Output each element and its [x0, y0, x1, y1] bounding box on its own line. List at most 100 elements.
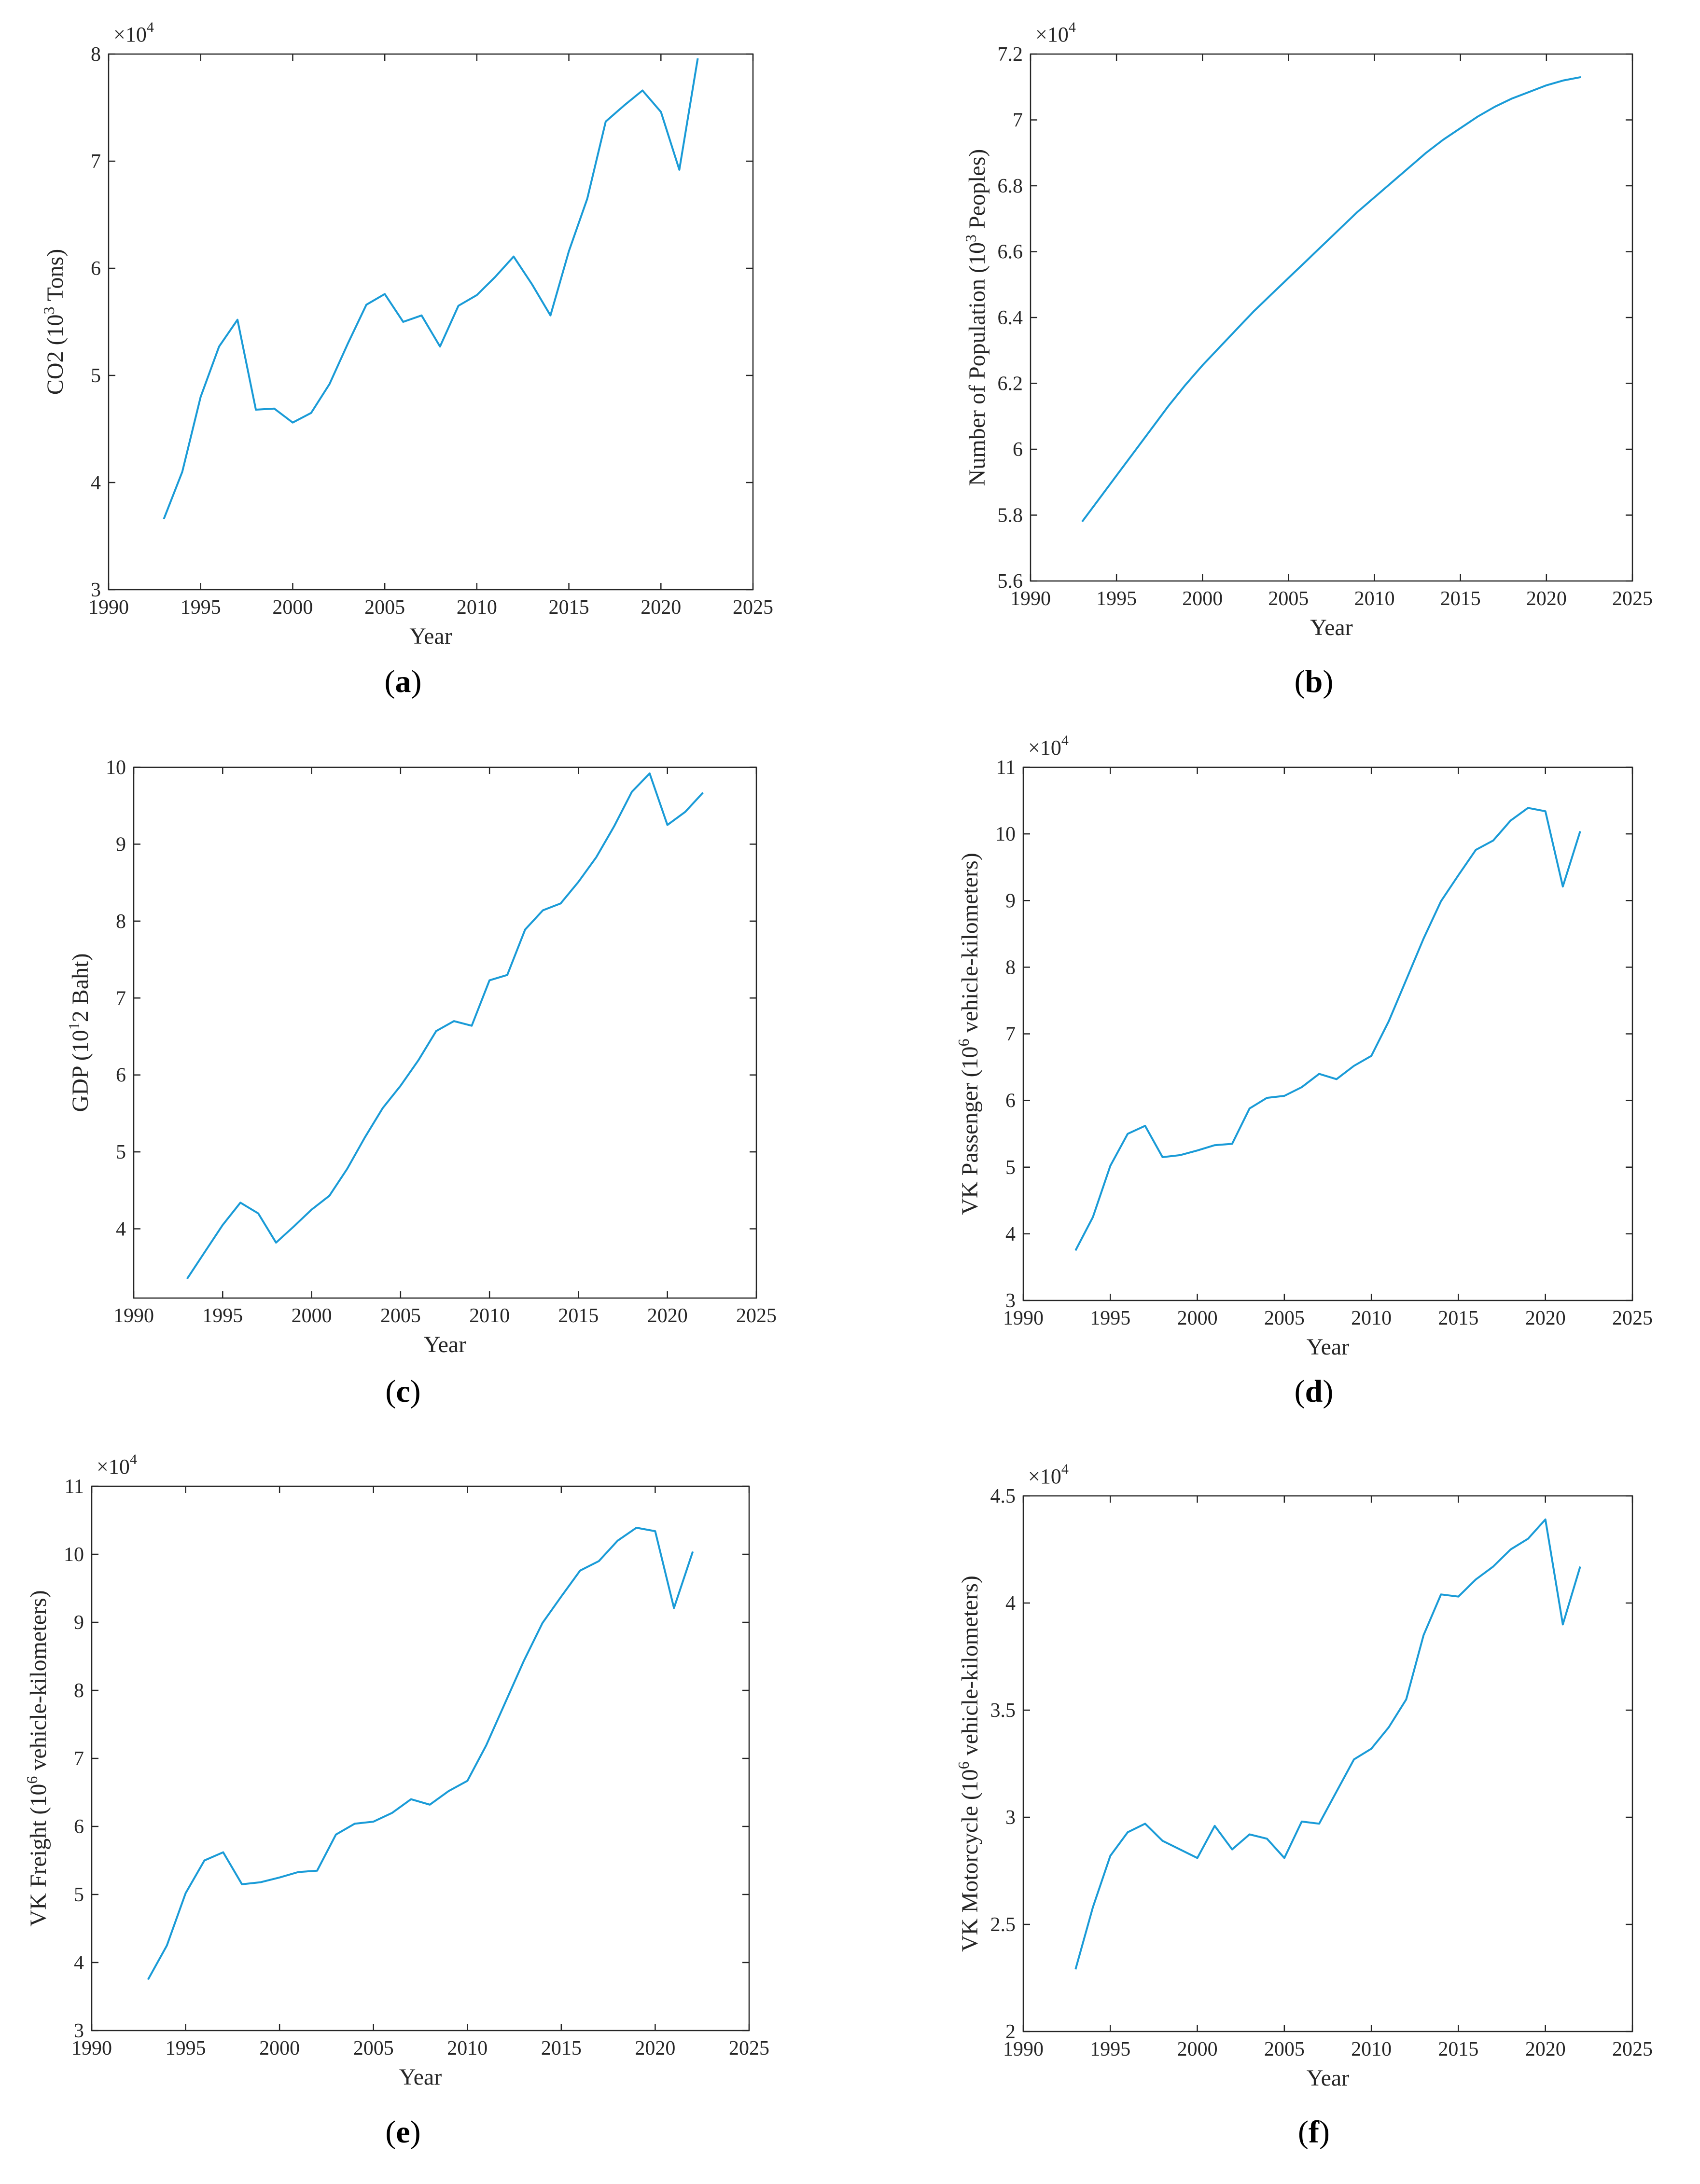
x-tick-label: 2020 [1525, 2038, 1566, 2060]
y-tick-label: 5.6 [998, 570, 1023, 593]
x-tick-label: 2025 [733, 596, 773, 619]
y-tick-label: 5 [74, 1884, 84, 1906]
caption-close-paren: ) [1323, 1374, 1333, 1409]
x-tick-label: 2015 [558, 1305, 599, 1327]
x-tick-label: 2020 [1525, 1307, 1566, 1329]
caption-letter: c [396, 1374, 410, 1409]
y-exponent-label: ×104 [1028, 733, 1069, 760]
y-tick-label: 8 [74, 1680, 84, 1702]
y-tick-label: 8 [1005, 956, 1016, 979]
x-tick-label: 2015 [1440, 588, 1481, 610]
x-axis-label: Year [1307, 1334, 1349, 1360]
y-tick-label: 2 [1005, 2021, 1016, 2043]
panel-caption: (e) [385, 2115, 420, 2150]
x-tick-label: 2005 [380, 1305, 421, 1327]
series-line [1074, 1518, 1581, 1970]
y-tick-label: 3 [1005, 1807, 1016, 1829]
y-tick-label: 5 [116, 1141, 126, 1163]
x-tick-label: 2015 [1438, 2038, 1478, 2060]
y-tick-label: 6.2 [998, 373, 1023, 395]
y-axis-label-part: Number of Population (10 [964, 242, 990, 486]
y-exponent-prefix: ×10 [1028, 1465, 1061, 1488]
x-tick-label: 2010 [1351, 1307, 1392, 1329]
y-tick-label: 7 [74, 1748, 84, 1770]
y-tick-label: 3 [74, 2020, 84, 2042]
x-tick-label: 2000 [1177, 2038, 1218, 2060]
y-tick-label: 6 [116, 1064, 126, 1087]
y-tick-label: 6 [74, 1816, 84, 1838]
x-tick-label: 2025 [1612, 1307, 1653, 1329]
y-exponent-power: 4 [130, 1451, 137, 1467]
x-tick-label: 1990 [1003, 2038, 1044, 2060]
y-tick-label: 7 [1013, 110, 1023, 132]
y-axis-label-superscript: 6 [955, 1761, 972, 1769]
y-tick-label: 4 [116, 1218, 126, 1241]
y-tick-label: 6 [1013, 439, 1023, 461]
plot-frame [1030, 53, 1633, 582]
y-tick-label: 3.5 [990, 1700, 1016, 1722]
y-axis-label: VK Passenger (106 vehicle-kilometers) [955, 853, 983, 1215]
x-tick-label: 2020 [647, 1305, 688, 1327]
y-tick-label: 5 [91, 365, 101, 387]
chart-panel-e: 1990 1995 2000 2005 2010 2015 2020 2025 3 4 5 6 7 8 9 1… [23, 1451, 769, 2150]
y-axis-label-part: VK Freight (10 [26, 1784, 51, 1927]
caption-close-paren: ) [1319, 2115, 1330, 2150]
y-axis-label: VK Freight (106 vehicle-kilometers) [23, 1590, 51, 1926]
y-tick-label: 10 [995, 823, 1016, 845]
y-tick-label: 9 [116, 833, 126, 856]
caption-open-paren: ( [385, 1374, 396, 1409]
panel-caption: (a) [385, 664, 422, 699]
plot-frame [1022, 766, 1633, 1301]
x-tick-label: 2020 [1526, 588, 1567, 610]
y-tick-label: 7 [116, 987, 126, 1009]
y-axis-label-part: vehicle-kilometers) [26, 1590, 51, 1776]
x-tick-label: 2005 [1264, 1307, 1305, 1329]
plot-frame [1022, 1495, 1633, 2032]
x-axis-label: Year [399, 2064, 442, 2090]
x-axis-label: Year [409, 623, 452, 649]
x-tick-label: 2005 [364, 596, 405, 619]
series-line [186, 772, 704, 1280]
y-axis-label-part: Tons) [42, 249, 68, 307]
y-exponent-label: ×104 [1028, 1461, 1069, 1488]
y-tick-label: 6.8 [998, 175, 1023, 197]
x-tick-label: 2015 [1438, 1307, 1478, 1329]
y-tick-label: 5 [1005, 1157, 1016, 1179]
x-tick-label: 2005 [353, 2037, 394, 2060]
y-axis-label-part: GDP (10 [68, 1030, 93, 1112]
caption-close-paren: ) [410, 2115, 421, 2150]
x-tick-label: 2020 [641, 596, 681, 619]
y-exponent-power: 4 [147, 19, 154, 35]
x-tick-label: 2025 [1612, 2038, 1653, 2060]
y-tick-label: 10 [64, 1544, 84, 1566]
y-exponent-power: 4 [1061, 1461, 1069, 1477]
caption-close-paren: ) [410, 1374, 421, 1409]
caption-open-paren: ( [1298, 2115, 1309, 2150]
x-tick-label: 2010 [1351, 2038, 1392, 2060]
y-tick-label: 6 [91, 258, 101, 280]
y-tick-label: 6.6 [998, 241, 1023, 263]
y-axis-label-superscript: 3 [962, 235, 979, 242]
x-tick-label: 1995 [202, 1305, 243, 1327]
y-exponent-label: ×104 [97, 1451, 137, 1479]
series-line [147, 1527, 694, 1980]
y-axis-label-part: vehicle-kilometers) [957, 853, 983, 1038]
y-exponent-prefix: ×10 [1035, 23, 1069, 46]
x-tick-label: 1990 [113, 1305, 154, 1327]
x-tick-label: 2010 [469, 1305, 510, 1327]
x-tick-label: 1990 [1003, 1307, 1044, 1329]
chart-panel-f: 1990 1995 2000 2005 2010 2015 2020 2025 2 2.5 3 3.5… [955, 1461, 1653, 2150]
y-tick-label: 8 [91, 43, 101, 66]
caption-open-paren: ( [385, 2115, 396, 2150]
plot-frame [91, 1485, 750, 2032]
x-tick-label: 2025 [736, 1305, 777, 1327]
y-tick-label: 3 [1005, 1290, 1016, 1312]
y-axis-label-superscript: 6 [23, 1776, 41, 1784]
plot-frame [133, 766, 757, 1299]
y-exponent-prefix: ×10 [113, 23, 147, 46]
x-tick-label: 1995 [166, 2037, 206, 2060]
y-tick-label: 3 [91, 579, 101, 601]
series-line [1081, 76, 1581, 523]
y-tick-label: 9 [1005, 890, 1016, 912]
y-axis-label: VK Motorcycle (106 vehicle-kilometers) [955, 1576, 983, 1952]
